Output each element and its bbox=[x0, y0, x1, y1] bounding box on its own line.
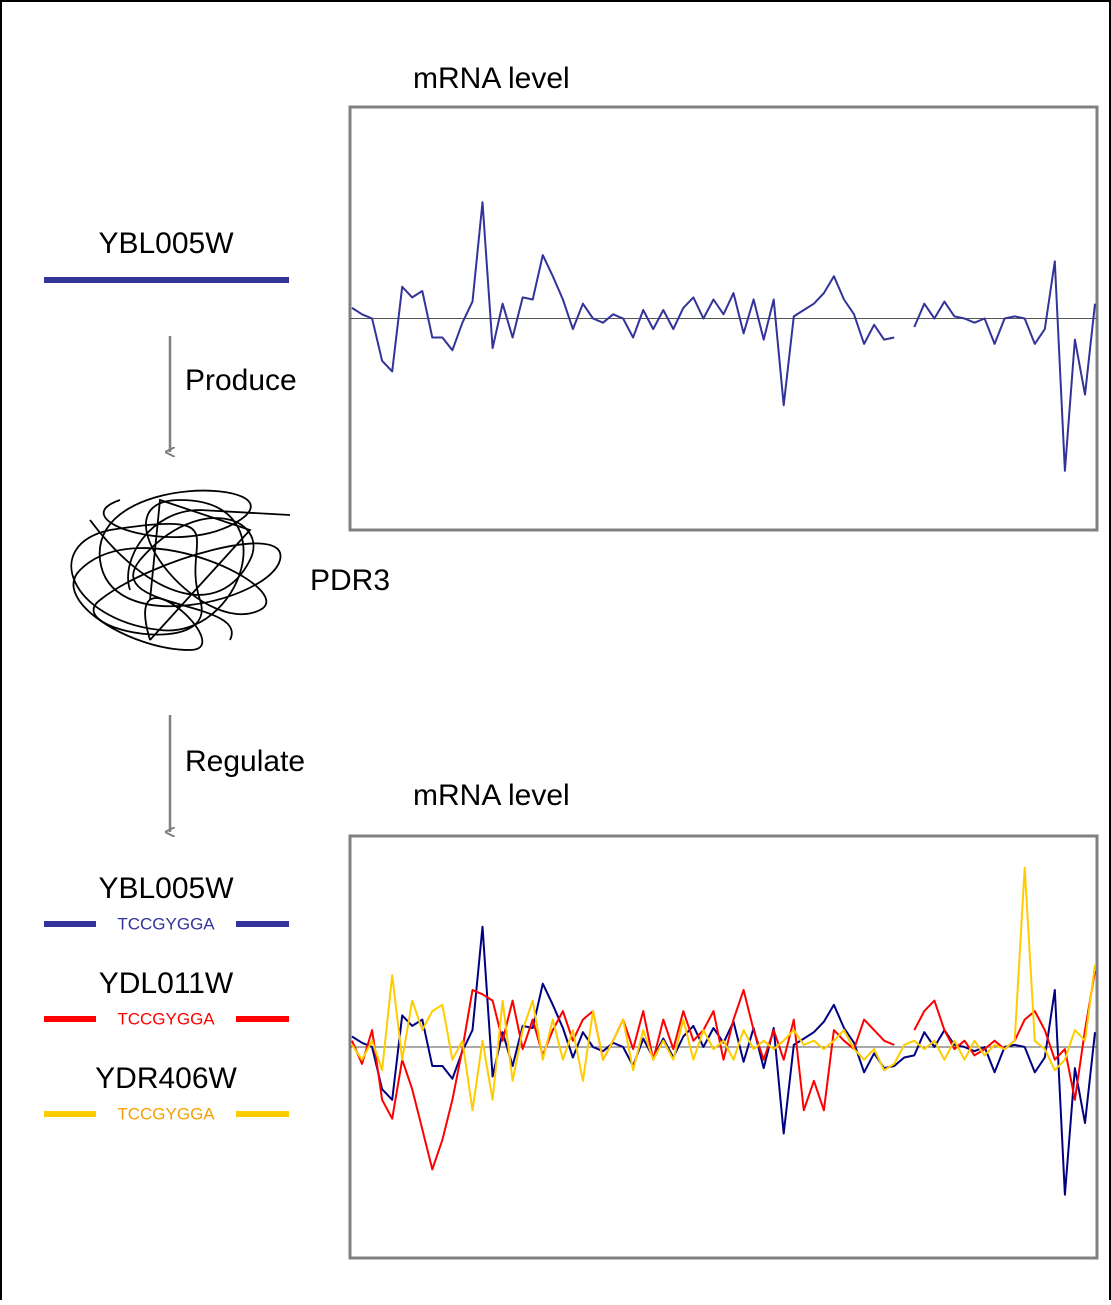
motif: TCCGYGGA bbox=[117, 914, 215, 933]
protein-label: PDR3 bbox=[310, 564, 390, 597]
target-gene: YDL011W bbox=[99, 967, 234, 1000]
series-line bbox=[351, 866, 1096, 1112]
target-gene: YBL005W bbox=[98, 872, 234, 905]
protein-scribble bbox=[70, 489, 291, 651]
series-line bbox=[351, 970, 1096, 1171]
chart-title: mRNA level bbox=[413, 779, 570, 812]
series-line bbox=[351, 201, 1096, 472]
produce-label: Produce bbox=[185, 364, 297, 397]
motif: TCCGYGGA bbox=[117, 1104, 215, 1123]
regulate-label: Regulate bbox=[185, 745, 305, 778]
motif: TCCGYGGA bbox=[117, 1009, 215, 1028]
chart-title: mRNA level bbox=[413, 62, 570, 95]
target-gene: YDR406W bbox=[95, 1062, 237, 1095]
source-gene: YBL005W bbox=[98, 227, 234, 260]
